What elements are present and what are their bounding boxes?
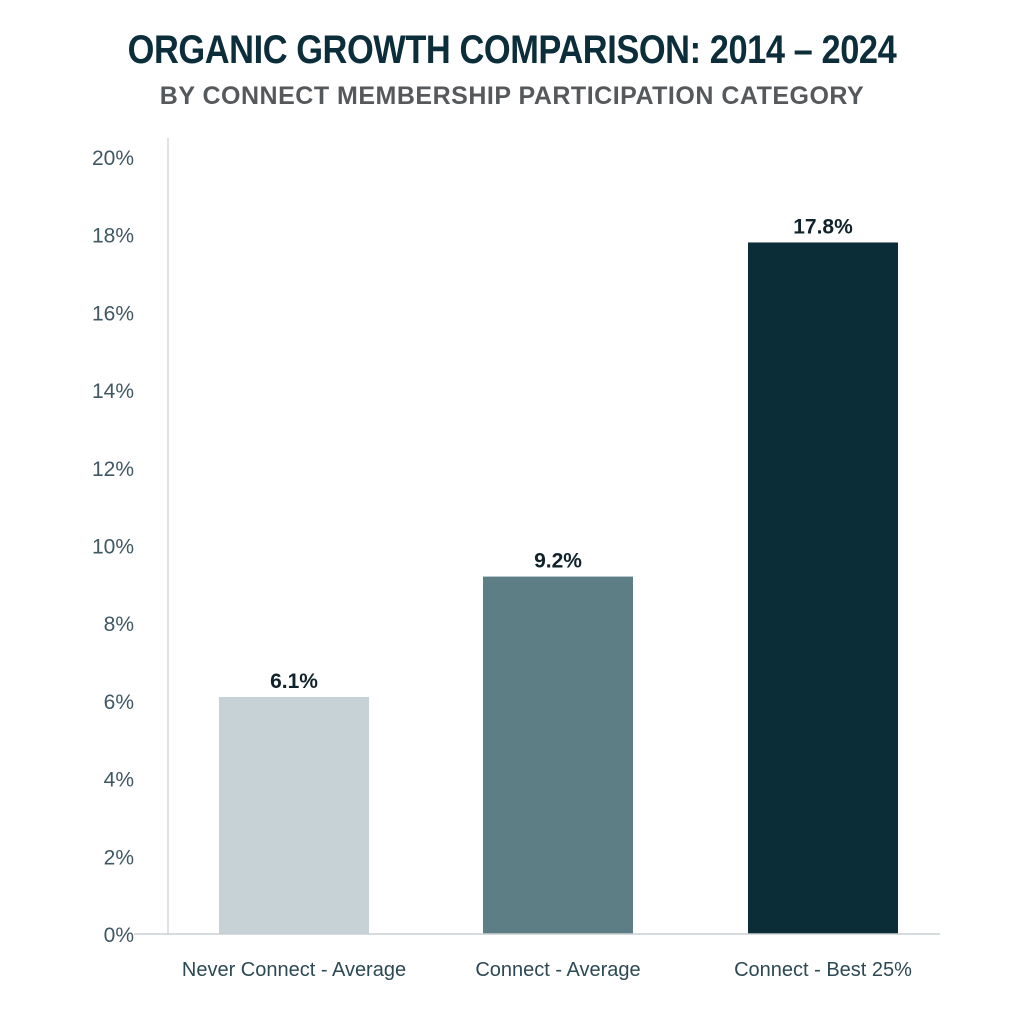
- y-axis: 0% 2% 4% 6% 8% 10% 12% 14% 16% 18% 20%: [92, 147, 134, 947]
- y-tick-label: 16%: [92, 302, 134, 325]
- y-tick-label: 12%: [92, 458, 134, 481]
- bar-value-label: 9.2%: [534, 550, 582, 573]
- bar: [748, 242, 898, 935]
- category-label: Connect - Best 25%: [734, 959, 912, 981]
- category-label: Never Connect - Average: [182, 959, 406, 981]
- y-tick-label: 18%: [92, 225, 134, 248]
- chart-subtitle: BY CONNECT MEMBERSHIP PARTICIPATION CATE…: [159, 82, 865, 110]
- y-tick-label: 10%: [92, 536, 134, 559]
- bar: [483, 576, 633, 934]
- y-tick-label: 0%: [104, 924, 134, 947]
- chart-title: ORGANIC GROWTH COMPARISON: 2014 – 2024: [127, 28, 897, 72]
- x-axis: Never Connect - Average Connect - Average…: [182, 959, 912, 981]
- y-tick-label: 4%: [104, 769, 134, 792]
- bar: [219, 697, 369, 934]
- y-tick-label: 20%: [92, 147, 134, 170]
- y-tick-label: 2%: [104, 846, 134, 869]
- category-label: Connect - Average: [475, 959, 640, 981]
- y-tick-label: 14%: [92, 380, 134, 403]
- bar-value-label: 6.1%: [270, 670, 318, 693]
- bar-value-label: 17.8%: [793, 215, 853, 238]
- data-labels: 6.1% 9.2% 17.8%: [270, 215, 853, 693]
- bars: [219, 242, 898, 935]
- y-tick-label: 8%: [104, 613, 134, 636]
- y-tick-label: 6%: [104, 691, 134, 714]
